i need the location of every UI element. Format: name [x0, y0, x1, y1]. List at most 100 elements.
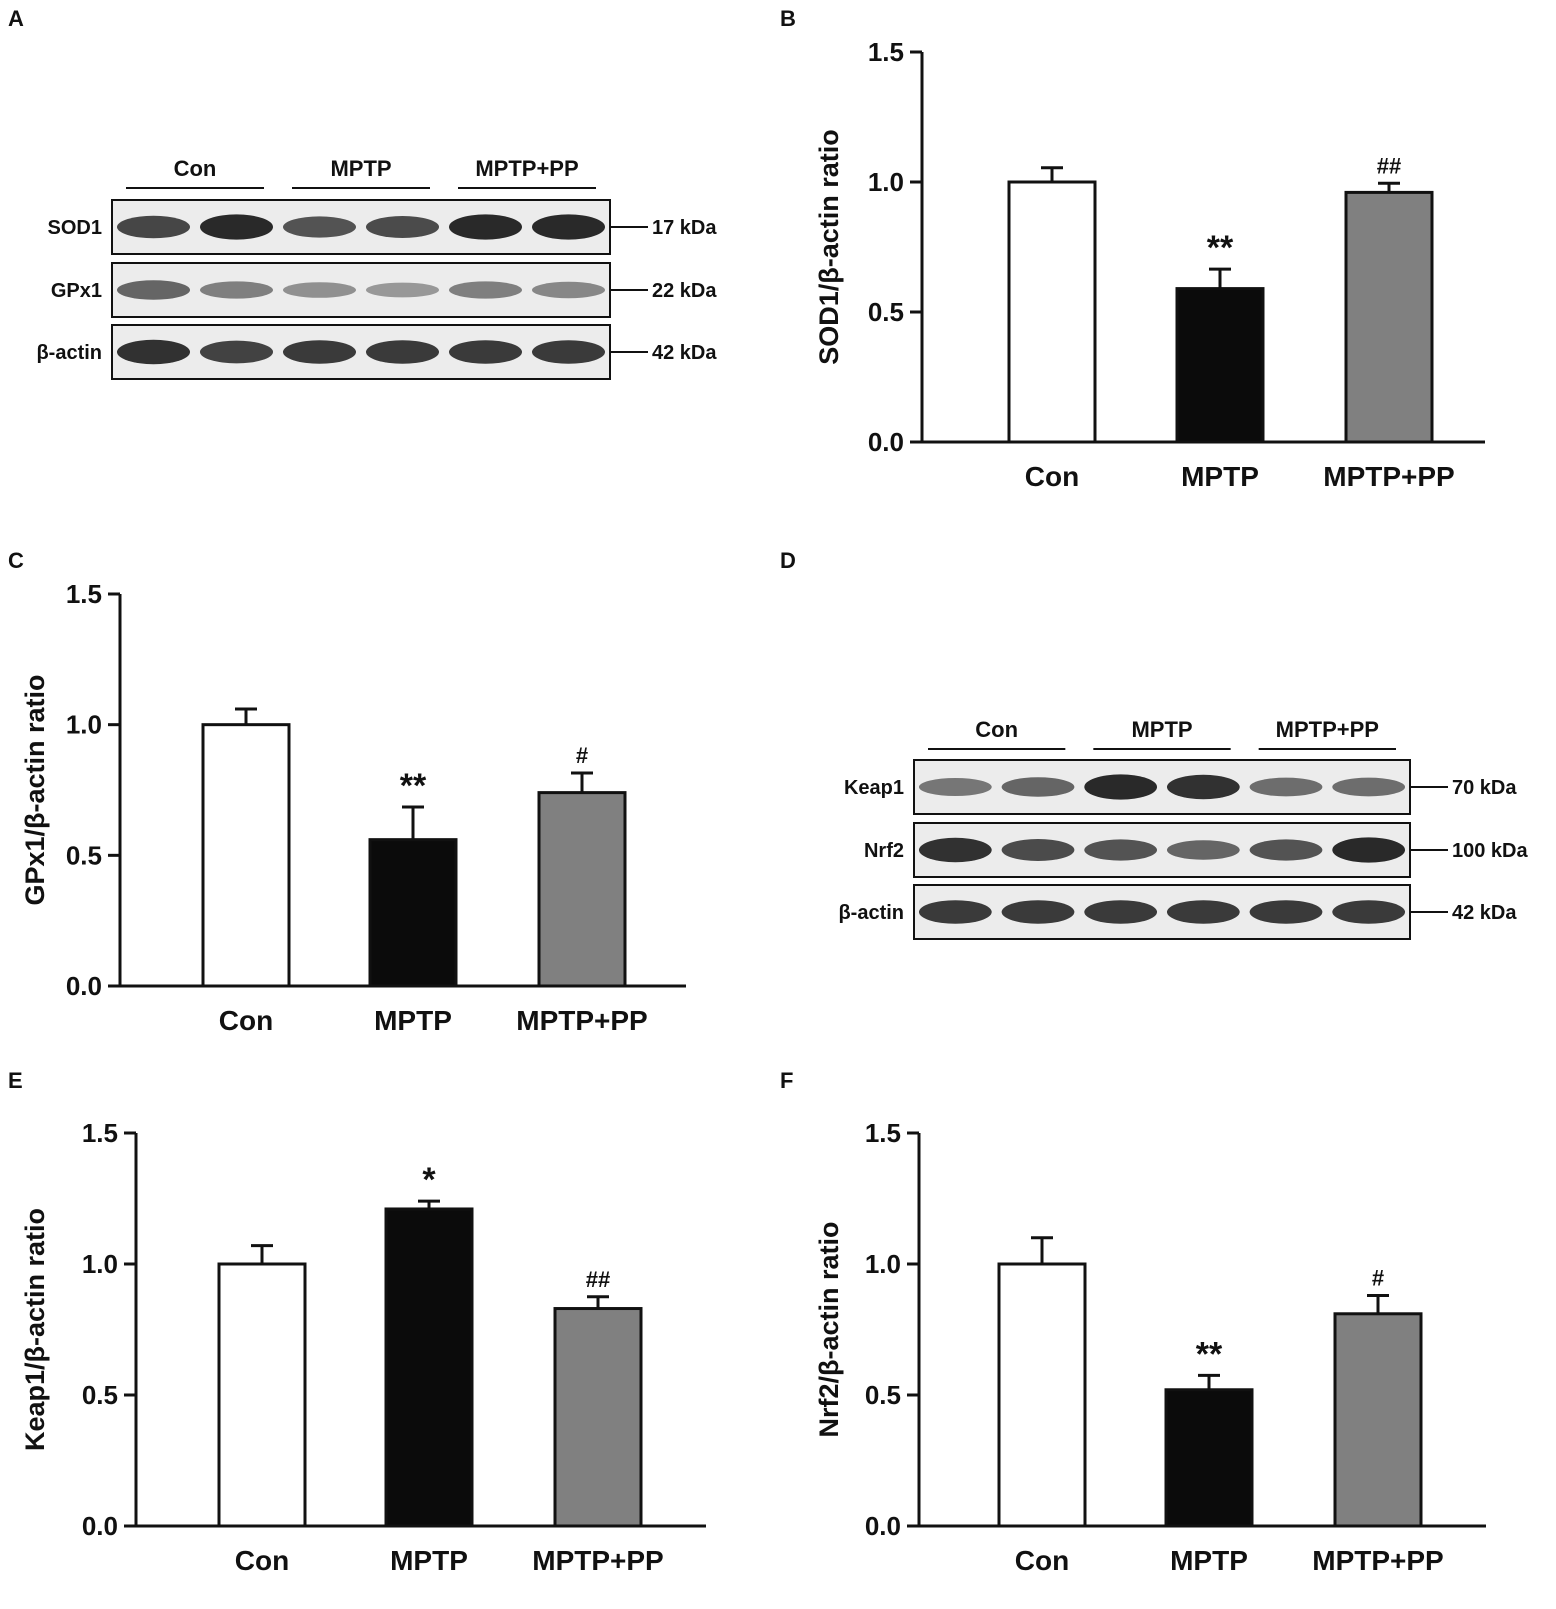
- x-tick-label: Con: [1025, 461, 1079, 492]
- blot-mw-label: 22 kDa: [652, 280, 717, 302]
- blot-mw-label: 42 kDa: [1452, 902, 1517, 924]
- blot-band: [1332, 837, 1406, 863]
- y-tick-label: 1.0: [865, 1249, 901, 1279]
- blot-band: [199, 340, 274, 364]
- x-tick-label: MPTP+PP: [1312, 1545, 1443, 1576]
- y-axis-label: GPx1/β-actin ratio: [20, 674, 50, 905]
- blot-band: [531, 214, 606, 240]
- y-tick-label: 1.0: [868, 167, 904, 197]
- y-tick-label: 0.5: [82, 1380, 118, 1410]
- blot-band: [448, 281, 523, 299]
- x-tick-label: MPTP: [390, 1545, 468, 1576]
- blot-band: [448, 340, 523, 364]
- significance-label: **: [1196, 1335, 1223, 1373]
- blot-row-label: Nrf2: [864, 840, 904, 862]
- x-tick-label: MPTP: [1170, 1545, 1248, 1576]
- panel-letter-c: C: [8, 548, 24, 573]
- blot-band: [365, 216, 440, 238]
- x-tick-label: MPTP+PP: [516, 1005, 647, 1036]
- blot-group-label: MPTP+PP: [475, 156, 578, 181]
- blot-row-label: SOD1: [48, 217, 102, 239]
- significance-label: #: [1372, 1265, 1384, 1290]
- significance-label: *: [422, 1161, 436, 1199]
- y-tick-label: 0.0: [66, 971, 102, 1001]
- y-tick-label: 0.0: [868, 427, 904, 457]
- y-tick-label: 1.5: [868, 37, 904, 67]
- blot-membrane: [111, 262, 611, 318]
- blot-group-label: MPTP: [1131, 717, 1192, 742]
- blot-row-label: GPx1: [51, 280, 102, 302]
- significance-label: **: [400, 767, 427, 805]
- blot-membrane: [913, 759, 1411, 815]
- y-tick-label: 0.0: [82, 1511, 118, 1541]
- panel-letter-a: A: [8, 6, 24, 31]
- blot-band: [1332, 777, 1406, 797]
- blot-band: [1001, 777, 1075, 797]
- x-tick-label: Con: [235, 1545, 289, 1576]
- blot-mw-label: 100 kDa: [1452, 840, 1528, 862]
- y-tick-label: 0.5: [66, 840, 102, 870]
- significance-label: ##: [1377, 153, 1401, 178]
- x-tick-label: Con: [1015, 1545, 1069, 1576]
- bar: [368, 838, 458, 988]
- bar: [1333, 1312, 1423, 1528]
- panel-letter-e: E: [8, 1068, 23, 1093]
- y-axis-label: Nrf2/β-actin ratio: [814, 1221, 844, 1437]
- blot-band: [199, 214, 274, 240]
- bar: [384, 1207, 474, 1528]
- bar: [997, 1262, 1087, 1528]
- blot-band: [1249, 839, 1323, 861]
- bar: [1007, 180, 1097, 444]
- blot-band: [918, 900, 992, 924]
- blot-band: [1084, 839, 1158, 861]
- blot-band: [531, 340, 606, 364]
- blot-membrane: [913, 822, 1411, 878]
- panel-letter-f: F: [780, 1068, 794, 1093]
- blot-band: [282, 282, 357, 298]
- blot-band: [531, 281, 606, 299]
- y-tick-label: 1.5: [82, 1118, 118, 1148]
- y-tick-label: 1.0: [82, 1249, 118, 1279]
- y-axis-label: SOD1/β-actin ratio: [814, 129, 844, 365]
- y-tick-label: 1.0: [66, 710, 102, 740]
- blot-mw-label: 70 kDa: [1452, 777, 1517, 799]
- blot-mw-label: 17 kDa: [652, 217, 717, 239]
- bar: [537, 791, 627, 988]
- blot-band: [1084, 900, 1158, 924]
- blot-band: [282, 216, 357, 238]
- blot-band: [116, 215, 191, 239]
- blot-band: [1166, 840, 1240, 860]
- x-tick-label: MPTP: [1181, 461, 1259, 492]
- significance-label: #: [576, 743, 588, 768]
- blot-band: [282, 340, 357, 364]
- blot-band: [1001, 900, 1075, 924]
- y-tick-label: 1.5: [865, 1118, 901, 1148]
- blot-band: [1249, 900, 1323, 924]
- blot-membrane: [111, 199, 611, 255]
- blot-band: [1166, 774, 1240, 800]
- blot-band: [1332, 900, 1406, 924]
- y-tick-label: 0.0: [865, 1511, 901, 1541]
- blot-band: [365, 282, 440, 298]
- bar: [1175, 287, 1265, 444]
- bar: [217, 1262, 307, 1528]
- blot-group-label: MPTP+PP: [1276, 717, 1379, 742]
- blot-band: [448, 214, 523, 240]
- y-tick-label: 0.5: [865, 1380, 901, 1410]
- panel-letter-b: B: [780, 6, 796, 31]
- blot-membrane: [111, 324, 611, 380]
- blot-group-label: Con: [975, 717, 1018, 742]
- blot-band: [918, 778, 992, 796]
- y-tick-label: 0.5: [868, 297, 904, 327]
- blot-band: [1084, 774, 1158, 800]
- bar: [553, 1307, 643, 1528]
- blot-mw-label: 42 kDa: [652, 342, 717, 364]
- blot-group-label: Con: [174, 156, 217, 181]
- blot-group-label: MPTP: [330, 156, 391, 181]
- blot-row-label: β-actin: [36, 342, 102, 364]
